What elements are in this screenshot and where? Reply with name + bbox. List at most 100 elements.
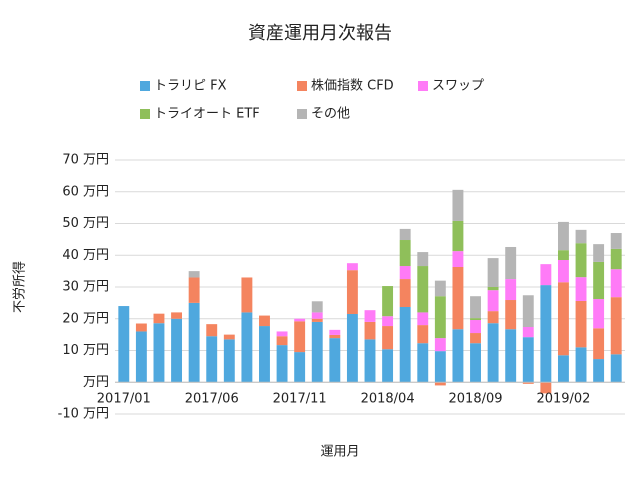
bar-segment: [505, 279, 517, 301]
legend-label: トライオート ETF: [154, 107, 260, 122]
bar-segment: [434, 382, 446, 386]
y-tick-label: 60 万円: [62, 184, 109, 199]
bar-segment: [505, 300, 517, 330]
legend-swatch: [140, 109, 150, 119]
bar-segment: [311, 312, 323, 319]
bar-segment: [487, 258, 499, 287]
bar-segment: [153, 323, 165, 383]
bar-segment: [417, 312, 429, 326]
bar-segment: [593, 328, 605, 360]
bar-segment: [382, 349, 394, 383]
bar-segment: [329, 338, 341, 383]
bar-segment: [557, 221, 569, 251]
bar-segment: [382, 326, 394, 350]
bar-segment: [434, 351, 446, 383]
bar-segment: [522, 295, 534, 328]
bar-segment: [206, 324, 218, 337]
bar-segment: [171, 312, 183, 319]
bar-segment: [557, 250, 569, 261]
x-tick-label: 2017/06: [185, 392, 239, 407]
bar-segment: [417, 343, 429, 383]
bar-segment: [470, 296, 481, 319]
bar-segment: [470, 343, 481, 383]
bar-segment: [399, 266, 411, 280]
bar-segment: [276, 345, 288, 383]
bar-segment: [540, 285, 552, 383]
bar-segment: [382, 316, 394, 327]
bar-segment: [452, 266, 464, 330]
x-tick-label: 2018/04: [361, 392, 415, 407]
bar-segment: [276, 331, 288, 337]
bar-segment: [135, 323, 147, 332]
bar-segment: [259, 315, 270, 327]
bar-segment: [417, 266, 429, 313]
bar-segment: [593, 359, 605, 383]
bar-segment: [522, 327, 534, 338]
x-tick-label: 2019/02: [536, 392, 590, 407]
bar-segment: [135, 331, 147, 383]
bar-segment: [364, 321, 376, 340]
y-tick-label: 30 万円: [62, 280, 109, 295]
bar-segment: [575, 229, 587, 244]
bar-segment: [259, 326, 270, 383]
x-tick-label: 2017/01: [97, 392, 151, 407]
bar-segment: [417, 325, 429, 344]
y-axis-label: 不労所得: [12, 261, 28, 313]
bar-segment: [470, 320, 481, 334]
bar-segment: [505, 246, 517, 280]
legend-label: スワップ: [432, 79, 484, 94]
bar-segment: [294, 318, 306, 322]
bar-segment: [487, 323, 499, 383]
legend-label: その他: [311, 107, 350, 122]
bar-segment: [399, 307, 411, 383]
bar-segment: [452, 251, 464, 267]
bar-segment: [399, 279, 411, 308]
bar-segment: [487, 287, 499, 291]
chart-title: 資産運用月次報告: [248, 23, 392, 44]
bar-segment: [434, 280, 446, 297]
bar-segment: [610, 354, 622, 383]
bar-segment: [470, 333, 481, 344]
legend-swatch: [418, 81, 428, 91]
bar-segment: [206, 336, 218, 383]
bar-segment: [118, 306, 130, 383]
bar-segment: [575, 300, 587, 348]
bar-segment: [610, 297, 622, 355]
bar-segment: [294, 321, 306, 353]
bar-segment: [329, 329, 341, 335]
bar-segment: [171, 318, 183, 383]
bar-segment: [557, 355, 569, 383]
bar-segment: [346, 313, 358, 383]
bar-segment: [575, 277, 587, 301]
bar-segment: [434, 296, 446, 339]
bar-segment: [557, 260, 569, 283]
bar-segment: [188, 277, 200, 303]
y-tick-label: -10 万円: [58, 407, 109, 422]
bar-segment: [593, 299, 605, 329]
bar-segment: [610, 233, 622, 249]
bar-segment: [610, 248, 622, 270]
bar-segment: [540, 264, 552, 286]
y-tick-label: 20 万円: [62, 311, 109, 326]
bar-segment: [522, 382, 534, 384]
bar-segment: [487, 290, 499, 312]
legend-label: トラリピ FX: [154, 79, 227, 94]
bar-segment: [382, 286, 394, 317]
bar-segment: [399, 240, 411, 267]
legend-swatch: [297, 81, 307, 91]
legend-label: 株価指数 CFD: [311, 79, 394, 94]
y-tick-label: 50 万円: [62, 216, 109, 231]
bar-segment: [223, 339, 235, 383]
bar-segment: [575, 243, 587, 278]
bar-segment: [346, 263, 358, 271]
bar-segment: [487, 311, 499, 324]
y-tick-label: 10 万円: [62, 343, 109, 358]
bar-segment: [522, 337, 534, 383]
bar-segment: [241, 277, 253, 313]
bar-segment: [241, 312, 253, 383]
legend-swatch: [140, 81, 150, 91]
bar-segment: [575, 347, 587, 383]
bar-segment: [540, 382, 552, 394]
bar-segment: [364, 310, 376, 322]
